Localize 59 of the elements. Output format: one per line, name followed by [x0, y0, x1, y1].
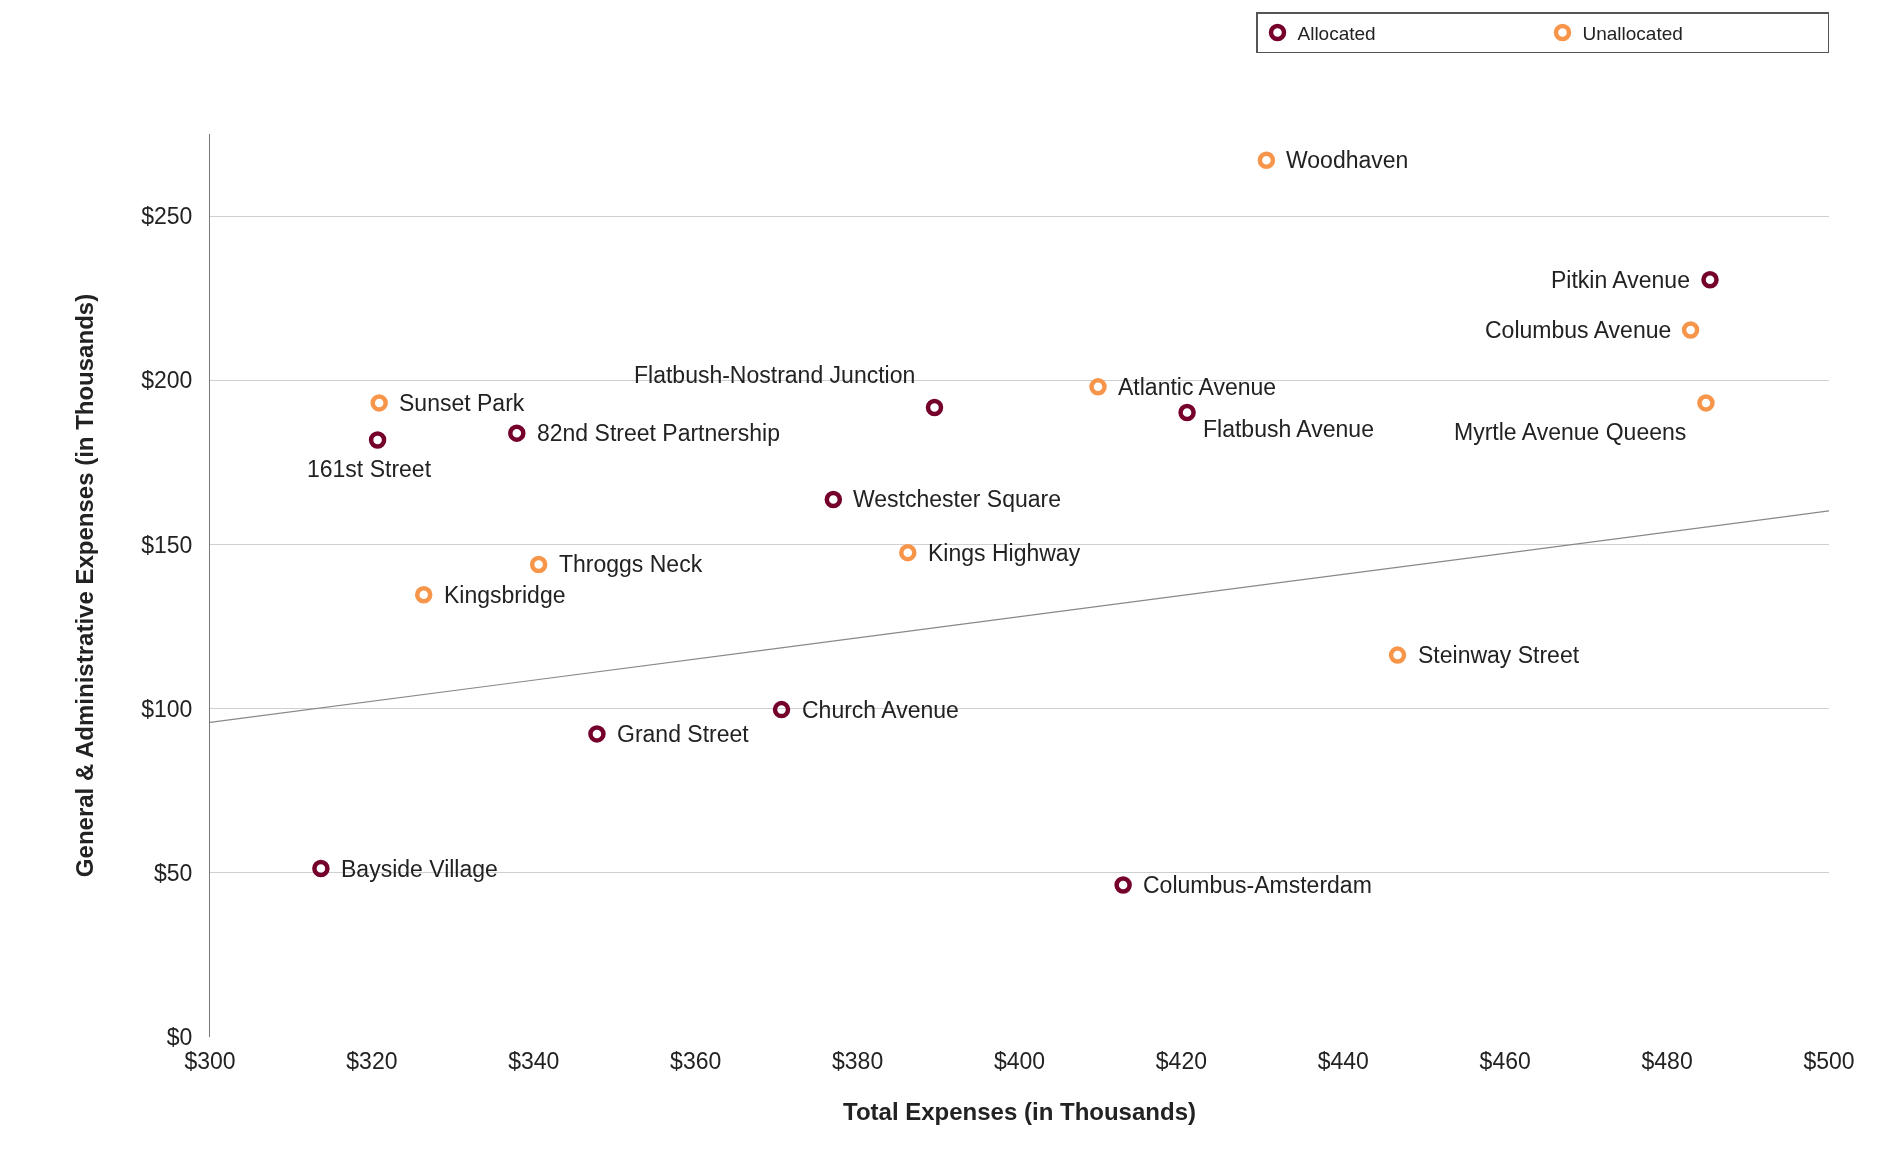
annotation: Columbus-Amsterdam	[1143, 872, 1372, 898]
y-tick-label: $0	[166, 1024, 193, 1051]
x-axis-title: Total Expenses (in Thousands)	[843, 1098, 1196, 1126]
x-tick-label: $300	[184, 1048, 236, 1074]
point	[899, 543, 917, 562]
y-tick-label: $150	[141, 531, 193, 558]
point	[588, 725, 606, 743]
legend-label: Allocated	[1297, 22, 1376, 44]
point	[370, 394, 388, 412]
x-tick-label: $460	[1479, 1048, 1531, 1074]
annotation: Grand Street	[617, 721, 750, 747]
point	[824, 490, 843, 509]
point	[368, 431, 387, 449]
annotation: Myrtle Avenue Queens	[1454, 419, 1687, 445]
point	[1701, 271, 1719, 289]
annotation: Flatbush-Nostrand Junction	[634, 362, 916, 388]
point	[1178, 403, 1196, 422]
point	[1114, 876, 1132, 894]
annotation: Kings Highway	[928, 540, 1081, 566]
point	[1089, 378, 1107, 396]
x-tick-label: $500	[1803, 1048, 1855, 1074]
annotation: Columbus Avenue	[1485, 317, 1672, 343]
y-tick-label: $250	[141, 203, 193, 230]
annotation: 161st Street	[307, 456, 432, 482]
legend-label: Unallocated	[1582, 22, 1683, 44]
point	[1681, 321, 1700, 339]
point	[772, 700, 791, 719]
x-tick-label: $420	[1155, 1048, 1207, 1074]
annotation: Throggs Neck	[559, 551, 703, 577]
point	[925, 398, 944, 417]
point	[1388, 646, 1407, 664]
point	[414, 585, 433, 604]
x-tick-label: $320	[346, 1048, 398, 1074]
annotation: Woodhaven	[1286, 147, 1409, 173]
annotation: Atlantic Avenue	[1118, 374, 1277, 400]
annotation: Sunset Park	[399, 390, 525, 416]
x-tick-label: $360	[670, 1048, 722, 1074]
y-axis-title: General & Administrative Expenses (in Thousands)	[71, 293, 99, 878]
y-tick-label: $200	[141, 367, 193, 394]
point	[312, 859, 330, 878]
annotation: Pitkin Avenue	[1551, 267, 1690, 293]
point	[1697, 394, 1715, 412]
y-tick-label: $100	[141, 695, 193, 722]
annotation: Kingsbridge	[444, 582, 566, 608]
point	[529, 555, 548, 574]
point	[508, 424, 526, 442]
x-tick-label: $440	[1317, 1048, 1369, 1074]
x-tick-label: $380	[832, 1048, 884, 1074]
annotation: Flatbush Avenue	[1203, 416, 1374, 442]
x-tick-label: $400	[993, 1048, 1046, 1074]
annotation: Westchester Square	[853, 486, 1061, 512]
x-tick-label: $340	[508, 1048, 560, 1074]
point	[1257, 151, 1276, 170]
x-tick-label: $480	[1641, 1048, 1693, 1074]
annotation: Bayside Village	[341, 856, 498, 882]
annotation: 82nd Street Partnership	[537, 420, 780, 446]
annotation: Church Avenue	[802, 697, 959, 723]
annotation: Steinway Street	[1418, 642, 1580, 668]
y-tick-label: $50	[154, 859, 193, 886]
